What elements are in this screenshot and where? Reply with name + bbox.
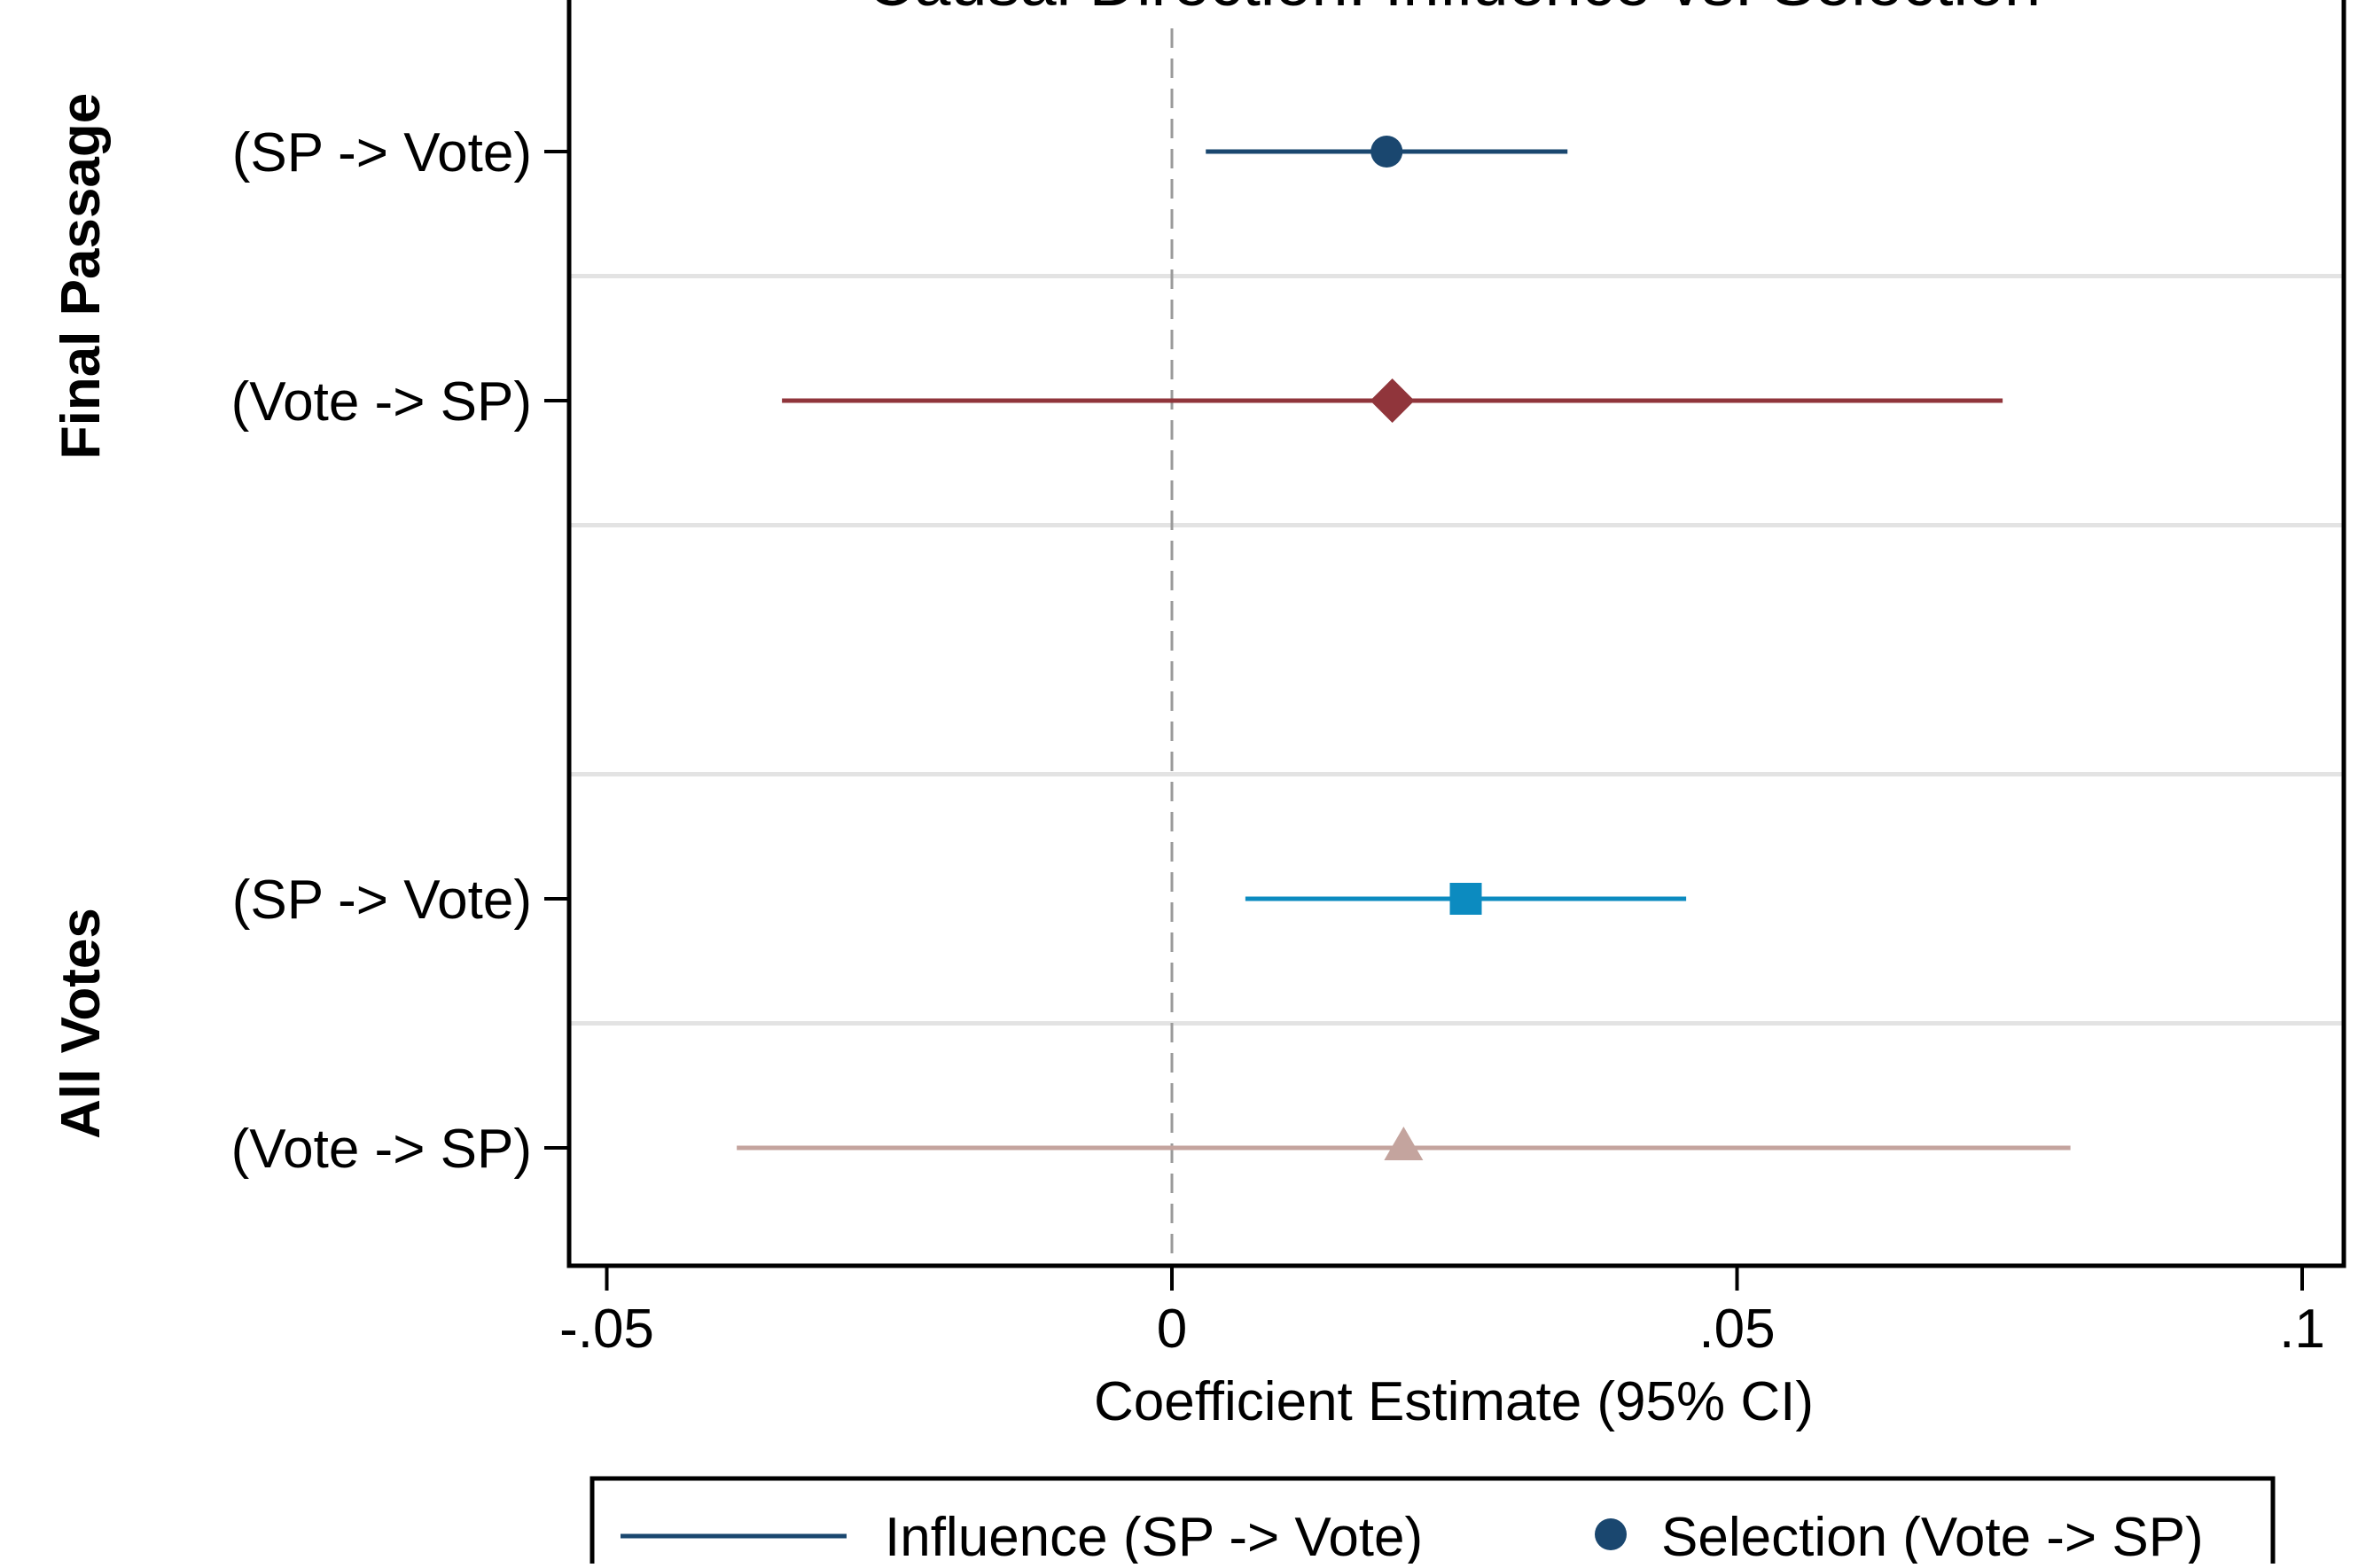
point-marker-square [1449, 883, 1482, 915]
series-group [737, 136, 2071, 1160]
x-tick-label: -.05 [559, 1299, 654, 1360]
legend-circle-symbol [1595, 1518, 1627, 1550]
x-tick-label: .1 [2279, 1299, 2325, 1360]
x-axis-label: Coefficient Estimate (95% CI) [1094, 1371, 1814, 1432]
legend-label: Influence (SP -> Vote) [885, 1507, 1423, 1564]
point-marker-circle [1370, 136, 1403, 168]
y-tick-label: (Vote -> SP) [231, 371, 532, 433]
group-label: All Votes [51, 908, 112, 1139]
plot-frame [566, 0, 2346, 1268]
gridlines [569, 274, 2344, 1026]
legend-box [590, 1476, 2276, 1568]
point-marker-diamond [1370, 378, 1415, 423]
y-tick-label: (Vote -> SP) [231, 1119, 532, 1180]
chart-title: Causal Direction: Influence vs. Selectio… [867, 0, 2041, 20]
y-tick-label: (SP -> Vote) [232, 122, 532, 183]
group-label: Final Passage [51, 93, 112, 460]
x-tick-label: 0 [1157, 1299, 1187, 1360]
y-tick-label: (SP -> Vote) [232, 870, 532, 931]
axes-group: (SP -> Vote) (Vote -> SP) (SP -> Vote) (Vot… [51, 0, 2346, 1360]
x-tick-label: .05 [1698, 1299, 1775, 1360]
legend-label: Selection (Vote -> SP) [1661, 1507, 2204, 1564]
legend: Influence (SP -> Vote) Selection (Vote ->… [590, 1476, 2276, 1568]
point-marker-triangle [1384, 1127, 1424, 1160]
